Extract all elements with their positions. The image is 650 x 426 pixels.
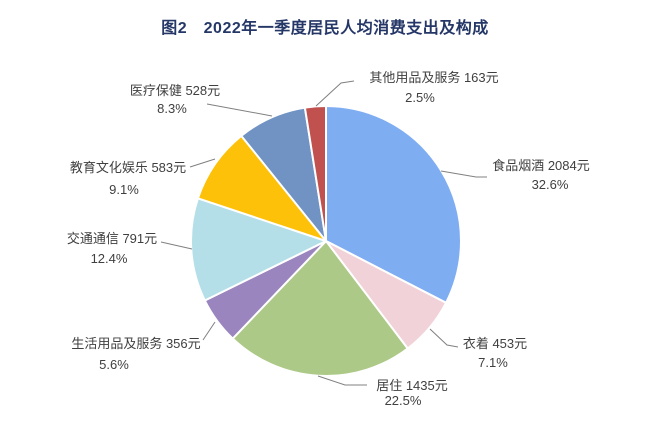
slice-pct-healthcare: 8.3% <box>157 101 187 116</box>
slice-label-housing: 居住 1435元 <box>376 378 448 393</box>
slice-pct-education-culture-entertainment: 9.1% <box>109 182 139 197</box>
pie-slice-other-goods-services <box>303 105 327 242</box>
leader-line-clothing <box>429 328 459 348</box>
slice-label-education-culture-entertainment: 教育文化娱乐 583元 <box>70 160 186 175</box>
slice-pct-housing: 22.5% <box>385 393 422 408</box>
slice-pct-food-tobacco-alcohol: 32.6% <box>532 177 569 192</box>
leader-line-household-goods-services <box>202 321 216 341</box>
slice-pct-household-goods-services: 5.6% <box>99 357 129 372</box>
leader-line-housing <box>317 375 367 386</box>
slice-label-other-goods-services: 其他用品及服务 163元 <box>369 70 498 85</box>
slice-label-clothing: 衣着 453元 <box>463 336 527 351</box>
pie-slice-transport-communication <box>190 197 327 302</box>
slice-pct-transport-communication: 12.4% <box>91 251 128 266</box>
slice-pct-other-goods-services: 2.5% <box>405 90 435 105</box>
slice-label-household-goods-services: 生活用品及服务 356元 <box>71 336 200 351</box>
slice-label-food-tobacco-alcohol: 食品烟酒 2084元 <box>492 158 590 173</box>
leader-line-education-culture-entertainment <box>189 158 216 168</box>
slice-pct-clothing: 7.1% <box>478 355 508 370</box>
leader-line-food-tobacco-alcohol <box>440 170 487 178</box>
slice-label-healthcare: 医疗保健 528元 <box>130 83 220 98</box>
leader-line-other-goods-services <box>315 80 355 107</box>
slice-label-transport-communication: 交通通信 791元 <box>67 231 157 246</box>
leader-line-transport-communication <box>160 241 193 250</box>
chart-title: 图2 2022年一季度居民人均消费支出及构成 <box>161 20 489 37</box>
leader-line-healthcare <box>206 103 273 117</box>
